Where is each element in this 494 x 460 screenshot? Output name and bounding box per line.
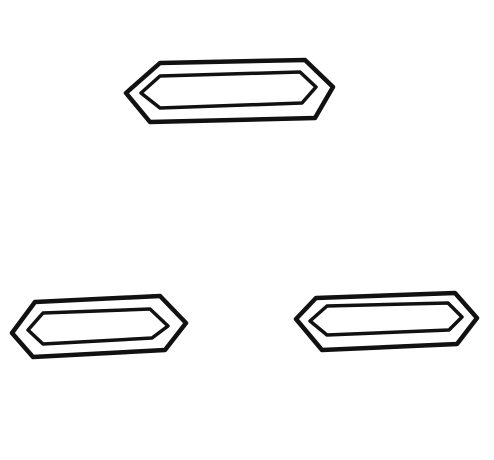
hexagon-bottom-right <box>293 290 480 353</box>
hexagon-bottom-left-outer-outline <box>9 293 189 360</box>
hexagon-top-inner-outline <box>139 70 318 110</box>
hexagon-top <box>123 57 336 125</box>
hexagon-bottom-left-inner-outline <box>26 307 170 346</box>
hexagon-bottom-right-inner-outline <box>308 301 464 337</box>
hexagon-top-outer-outline <box>123 57 336 125</box>
hexagon-bottom-right-outer-outline <box>293 290 480 353</box>
hexagon-bottom-left <box>9 293 189 360</box>
